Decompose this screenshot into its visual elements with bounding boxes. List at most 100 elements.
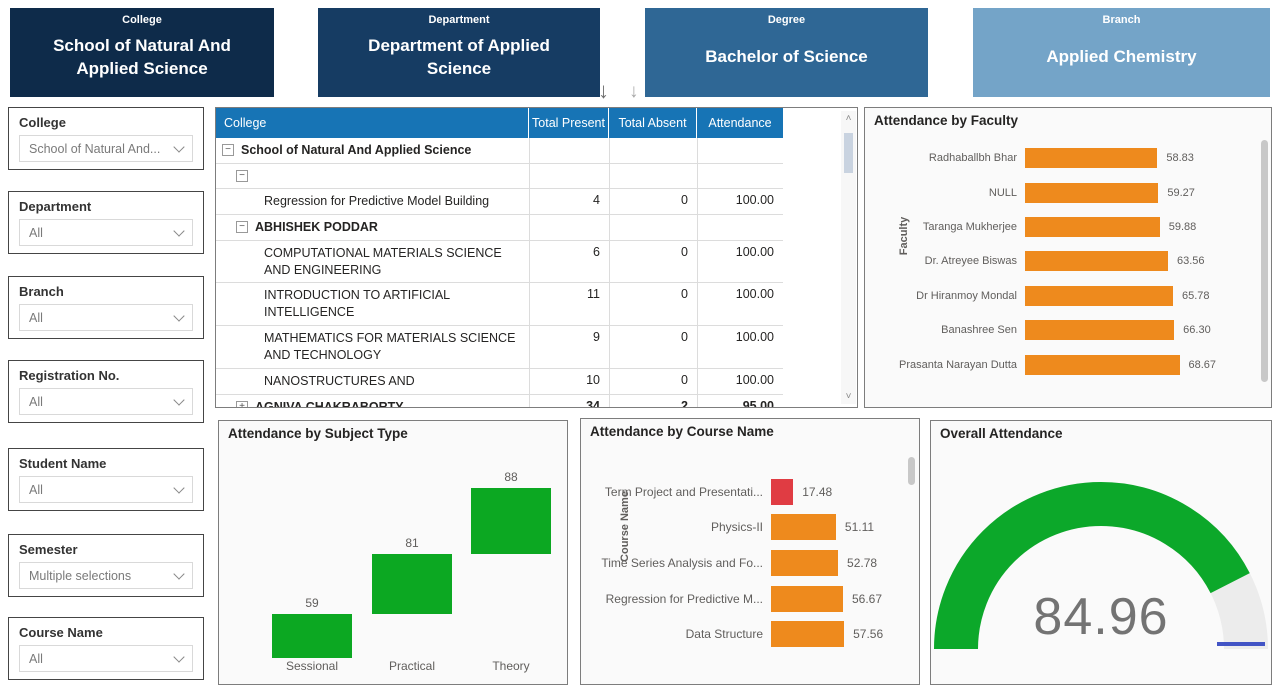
bar[interactable] [1025,320,1175,341]
total-present-cell [529,138,609,163]
scroll-up-icon[interactable]: ˄ [845,113,852,124]
attendance-cell: 100.00 [697,326,783,368]
bar-value-label: 88 [504,470,518,484]
bar-value-label: 59.27 [1167,186,1195,199]
slicer-label: Semester [19,542,78,557]
row-header-cell: Regression for Predictive Model Building [216,189,529,214]
row-header-cell: − ABHISHEK PODDAR [216,215,529,240]
slicer-value: All [29,225,43,240]
table-row[interactable]: NANOSTRUCTURES AND 10 0 100.00 [216,368,783,395]
slicer-dropdown[interactable]: All [19,476,193,503]
chevron-down-icon [173,393,185,406]
scroll-down-icon[interactable]: ˅ [845,391,852,402]
column-header-attendance[interactable]: Attendance [708,116,772,130]
bar-row: NULL 59.27 [865,175,1271,209]
slicer-value: Multiple selections [29,568,132,583]
slicer-department: Department All [8,191,204,254]
bar[interactable] [1025,251,1168,272]
slicer-label: Department [19,199,92,214]
kpi-card-value: Applied Chemistry [1046,47,1197,67]
total-absent-cell: 0 [609,326,697,368]
chart-title: Attendance by Course Name [590,424,774,439]
column-header-college[interactable]: College [216,108,529,138]
bar-row: Data Structure 57.56 [581,616,919,652]
row-header-cell: NANOSTRUCTURES AND [216,369,529,394]
scrollbar-thumb[interactable] [844,133,853,173]
chevron-down-icon [173,224,185,237]
table-row[interactable]: Regression for Predictive Model Building… [216,188,783,215]
bar-value-label: 57.56 [853,627,884,642]
total-absent-cell: 2 [609,394,697,407]
bar-category-label: Regression for Predictive M... [605,591,763,606]
row-label: NANOSTRUCTURES AND [264,373,415,388]
drill-down-icon[interactable]: ↓ [629,81,639,102]
total-absent-cell [609,138,697,163]
bar[interactable] [1025,148,1158,169]
slicer-dropdown[interactable]: All [19,388,193,415]
collapse-icon[interactable]: − [236,220,248,233]
row-label: COMPUTATIONAL MATERIALS SCIENCE AND ENGI… [264,245,502,277]
total-present-cell: 10 [529,368,609,394]
bar[interactable] [1025,216,1160,237]
row-label: School of Natural And Applied Science [241,143,472,157]
row-header-cell: MATHEMATICS FOR MATERIALS SCIENCE AND TE… [216,326,529,368]
x-axis-category-label: Theory [492,659,530,673]
bar[interactable] [1025,182,1159,203]
slicer-dropdown[interactable]: School of Natural And... [19,135,193,162]
waterfall-bar[interactable] [372,553,452,614]
slicer-label: Branch [19,284,64,299]
bar-row: Dr Hiranmoy Mondal 65.78 [865,279,1271,313]
kpi-card-branch: Branch Applied Chemistry [973,8,1270,97]
slicer-label: Student Name [19,456,107,471]
table-row[interactable]: + AGNIVA CHAKRABORTY 34 2 95.00 [216,394,783,408]
table-row[interactable]: − ABHISHEK PODDAR [216,214,783,241]
slicer-dropdown[interactable]: All [19,219,193,246]
total-present-cell [529,214,609,240]
slicer-value: School of Natural And... [29,141,161,156]
chart-title: Overall Attendance [940,426,1063,441]
table-row[interactable]: MATHEMATICS FOR MATERIALS SCIENCE AND TE… [216,326,783,369]
bar-category-label: Data Structure [685,627,763,642]
collapse-icon[interactable]: − [236,169,248,182]
table-scrollbar[interactable]: ˄ ˅ [841,111,856,404]
attendance-cell: 100.00 [697,240,783,283]
waterfall-bar[interactable] [471,488,551,554]
slicer-value: All [29,482,43,497]
row-label: AGNIVA CHAKRABORTY [255,399,404,408]
waterfall-bar[interactable] [272,614,352,658]
bar[interactable] [1025,285,1173,306]
bar-row: Dr. Atreyee Biswas 63.56 [865,244,1271,278]
scrollbar-thumb[interactable] [1261,140,1268,382]
expand-icon[interactable]: + [236,400,248,407]
attendance-matrix: College Total Present Total Absent Atten… [215,107,858,408]
bar[interactable] [1025,354,1180,375]
kpi-card-department: Department Department of Applied Science [318,8,600,97]
table-row[interactable]: − [216,163,783,189]
bar[interactable] [771,621,845,648]
table-row[interactable]: COMPUTATIONAL MATERIALS SCIENCE AND ENGI… [216,240,783,284]
bar[interactable] [771,585,843,612]
bar-row: Time Series Analysis and Fo... 52.78 [581,545,919,581]
bar[interactable] [771,514,836,541]
slicer-registration-no: Registration No. All [8,360,204,423]
collapse-icon[interactable]: − [222,144,234,156]
kpi-card-degree: Degree Bachelor of Science [645,8,928,97]
bar-row: Term Project and Presentati... 17.48 [581,474,919,510]
bar[interactable] [771,478,794,505]
slicer-dropdown[interactable]: All [19,645,193,672]
slicer-dropdown[interactable]: Multiple selections [19,562,193,589]
chevron-down-icon [173,567,185,580]
bar[interactable] [771,549,839,576]
total-present-cell: 4 [529,188,609,214]
drill-down-icon[interactable]: ↓ [598,78,609,103]
column-header-total-absent[interactable]: Total Absent [609,108,697,138]
bar-row: Regression for Predictive M... 56.67 [581,581,919,617]
column-header-total-present[interactable]: Total Present [529,108,609,138]
bar-value-label: 59.88 [1168,220,1197,233]
slicer-dropdown[interactable]: All [19,304,193,331]
table-row[interactable]: INTRODUCTION TO ARTIFICIAL INTELLIGENCE 1… [216,283,783,327]
table-row[interactable]: − School of Natural And Applied Science [216,138,783,164]
slicer-value: All [29,394,43,409]
scrollbar-thumb[interactable] [908,457,915,485]
kpi-card-college: College School of Natural And Applied Sc… [10,8,274,97]
